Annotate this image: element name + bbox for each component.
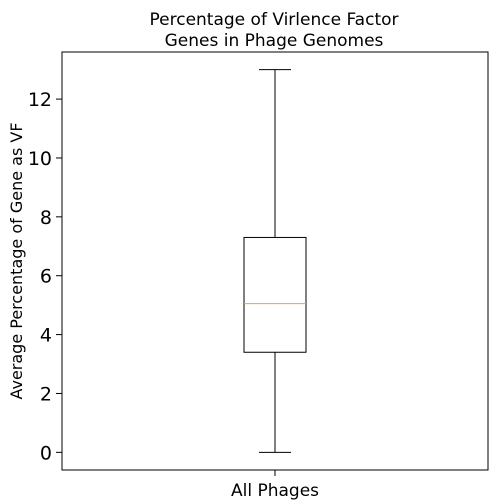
y-tick-label: 12 [28, 89, 52, 111]
y-tick-label: 10 [28, 148, 52, 170]
chart-title-line-1: Percentage of Virlence Factor [150, 10, 399, 30]
x-tick-label: All Phages [231, 481, 319, 501]
y-tick-label: 2 [40, 383, 52, 405]
box-iqr [243, 236, 307, 353]
y-axis-label: Average Percentage of Gene as VF [7, 122, 26, 399]
box-group [243, 69, 307, 453]
y-tick-label: 8 [40, 207, 52, 229]
y-axis: 0 2 4 6 8 10 12 [28, 89, 62, 464]
y-tick-label: 4 [40, 325, 52, 347]
chart-title-line-2: Genes in Phage Genomes [165, 31, 384, 51]
y-tick-label: 6 [40, 266, 52, 288]
y-tick-label: 0 [40, 442, 52, 464]
x-axis: All Phages [231, 470, 319, 501]
